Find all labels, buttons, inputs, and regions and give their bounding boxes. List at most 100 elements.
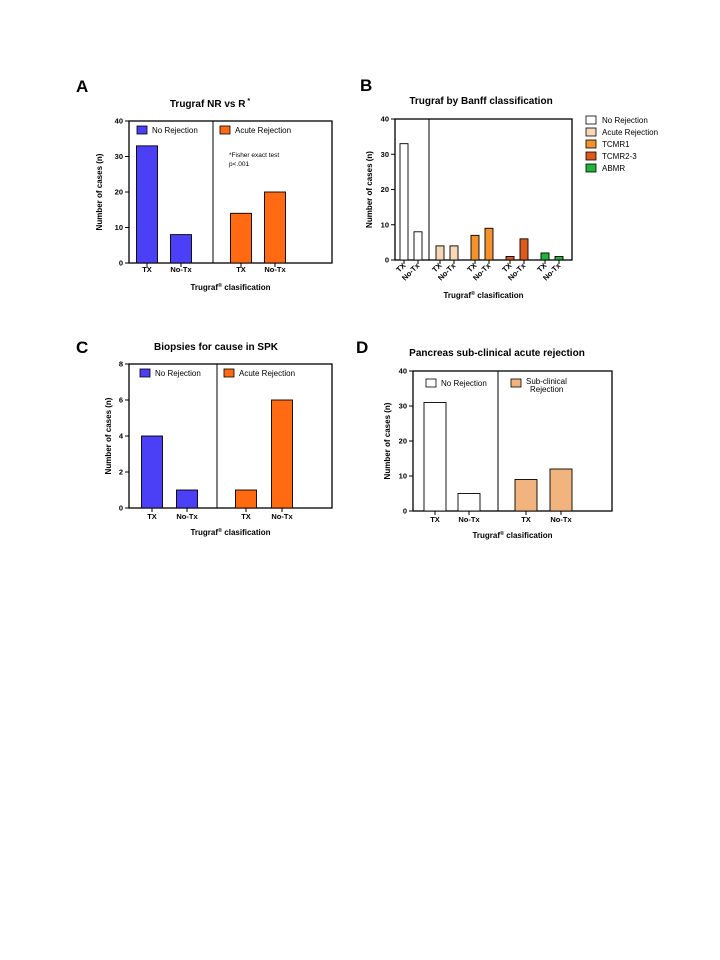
legend-label: ABMR: [602, 164, 625, 173]
legend-label: TCMR2-3: [602, 152, 637, 161]
legend-swatch: [425, 378, 437, 388]
y-axis-label: Number of cases (n): [383, 402, 392, 479]
legend-label: Acute Rejection: [235, 126, 291, 135]
x-tick-label: No-Tx: [550, 515, 572, 524]
x-tick-label: TX: [142, 265, 152, 274]
panel-title: Pancreas sub-clinical acute rejection: [409, 348, 585, 359]
x-tick-label: TX: [236, 265, 246, 274]
legend: No Rejection Acute Rejection: [139, 368, 295, 378]
legend-swatch: [585, 127, 597, 137]
y-tick-label: 40: [381, 115, 389, 124]
y-tick-label: 20: [381, 185, 389, 194]
y-axis-label: Number of cases (n): [104, 397, 113, 474]
x-axis-label-rest: clasification: [504, 531, 553, 540]
x-tick-label: TX: [241, 512, 251, 521]
y-tick-label: 0: [119, 259, 123, 268]
x-tick-label: No-Tx: [458, 515, 480, 524]
panel-c: C Biopsies for cause in SPK 0 2 4 6 8 Number of…: [76, 338, 333, 537]
bar: [176, 489, 198, 509]
legend-label: Acute Rejection: [239, 369, 295, 378]
legend: No Rejection Acute Rejection TCMR1 TCMR2-3 A…: [585, 115, 658, 173]
bar: [457, 493, 481, 512]
x-tick-label: TX: [147, 512, 157, 521]
x-axis-label-sup: ®: [471, 290, 475, 297]
y-tick-label: 10: [381, 220, 389, 229]
bar: [519, 238, 529, 261]
y-tick-label: 30: [115, 152, 123, 161]
y-axis-label: Number of cases (n): [95, 153, 104, 230]
y-tick-label: 0: [385, 256, 389, 265]
bar: [141, 435, 163, 509]
bar: [235, 489, 257, 509]
legend-swatch: [585, 151, 597, 161]
y-tick-label: 40: [399, 367, 407, 376]
panel-letter: D: [356, 338, 368, 357]
bar: [264, 191, 286, 264]
x-axis-label-rest: clasification: [475, 291, 524, 300]
x-tick-label: No-Tx: [264, 265, 286, 274]
bar: [423, 402, 447, 512]
x-tick-label: No-Tx: [271, 512, 293, 521]
bar: [449, 245, 459, 261]
annotation-note: *Fisher exact test: [229, 152, 279, 159]
panel-letter: A: [76, 77, 88, 96]
x-axis-label-main: Trugraf: [190, 283, 218, 292]
bar: [413, 231, 423, 261]
y-axis-label: Number of cases (n): [365, 151, 374, 228]
y-tick-label: 0: [403, 507, 407, 516]
panel-letter: B: [360, 76, 372, 95]
x-tick-label: TX: [521, 515, 531, 524]
x-axis-label-main: Trugraf: [190, 528, 218, 537]
bar: [435, 245, 445, 261]
panel-a: A Trugraf NR vs R * 0 10 20 30 40 Number of cas…: [76, 77, 333, 292]
legend-swatch: [585, 115, 597, 125]
panel-title: Biopsies for cause in SPK: [154, 342, 279, 353]
bar: [230, 212, 252, 264]
legend-swatch: [585, 163, 597, 173]
panel-b: B Trugraf by Banff classification 0 10 20 30 4…: [360, 76, 658, 300]
legend-swatch: [136, 125, 148, 135]
legend-swatch: [223, 368, 235, 378]
y-tick-label: 2: [119, 468, 123, 477]
y-tick-label: 30: [381, 150, 389, 159]
legend-label: No Rejection: [441, 379, 487, 388]
legend-swatch: [219, 125, 231, 135]
x-axis-label-sup: ®: [218, 282, 222, 289]
x-tick-label: TX: [430, 515, 440, 524]
x-axis-label-rest: clasification: [222, 283, 271, 292]
x-axis-label: Trugraf® clasification: [472, 530, 552, 540]
legend-label: Rejection: [530, 385, 563, 394]
legend-swatch: [510, 378, 522, 388]
y-tick-label: 20: [399, 437, 407, 446]
bar: [554, 256, 564, 261]
y-tick-label: 10: [115, 223, 123, 232]
panel-title: Trugraf by Banff classification: [409, 96, 552, 107]
x-tick-label: No-Tx: [176, 512, 198, 521]
y-tick-label: 30: [399, 402, 407, 411]
y-tick-label: 20: [115, 188, 123, 197]
bar: [540, 252, 550, 261]
x-axis-label: Trugraf® clasification: [190, 282, 270, 292]
x-axis-label-main: Trugraf: [472, 531, 500, 540]
legend-swatch: [139, 368, 151, 378]
legend-label: TCMR1: [602, 140, 630, 149]
legend-label: Acute Rejection: [602, 128, 658, 137]
title-mark: *: [245, 98, 250, 105]
bar: [170, 234, 192, 264]
x-axis-label-sup: ®: [218, 527, 222, 534]
panel-d: D Pancreas sub-clinical acute rejection 0 1…: [356, 338, 613, 540]
bar: [484, 227, 494, 261]
panel-letter: C: [76, 338, 88, 357]
legend-swatch: [585, 139, 597, 149]
bar: [514, 479, 538, 512]
y-tick-label: 10: [399, 472, 407, 481]
panel-title: Trugraf NR vs R *: [170, 98, 251, 110]
y-tick-label: 8: [119, 360, 123, 369]
y-tick-label: 40: [115, 117, 123, 126]
y-tick-label: 4: [119, 432, 124, 441]
legend-label: No Rejection: [155, 369, 201, 378]
x-axis-label: Trugraf® clasification: [190, 527, 270, 537]
bar: [399, 143, 409, 261]
